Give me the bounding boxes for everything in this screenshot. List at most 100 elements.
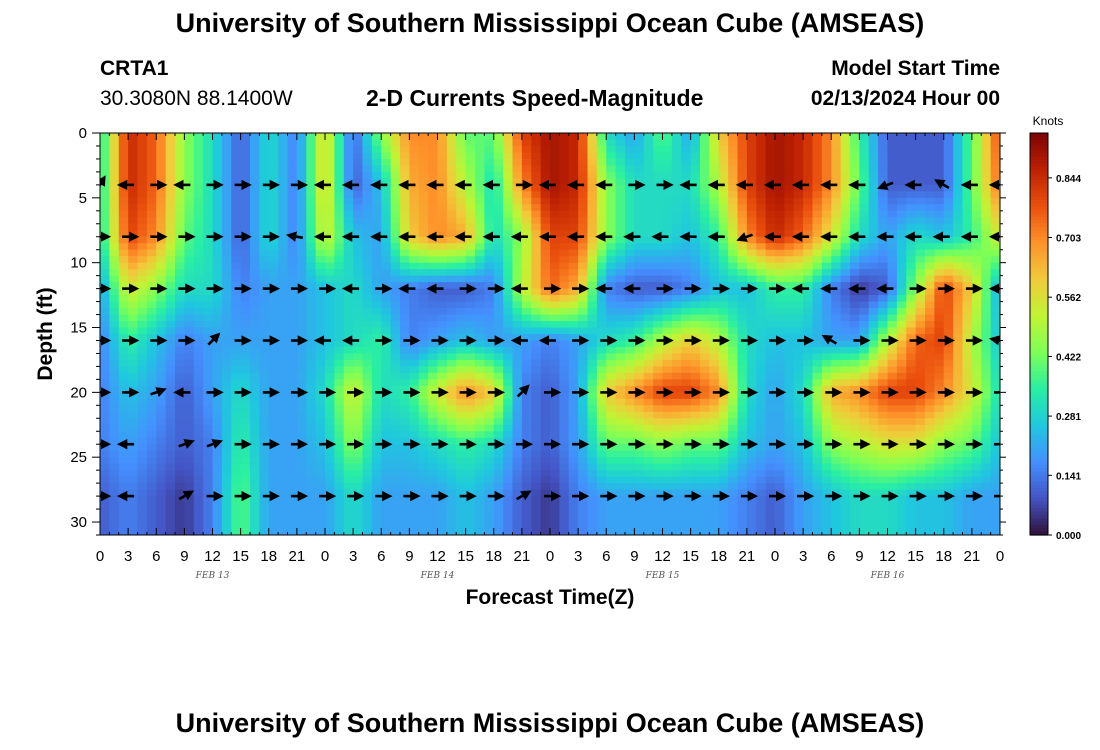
heat-cell bbox=[550, 398, 560, 406]
heat-cell bbox=[690, 275, 701, 283]
heat-cell bbox=[821, 437, 832, 445]
heat-cell bbox=[100, 308, 110, 316]
heat-cell bbox=[203, 288, 214, 296]
heat-cell bbox=[737, 314, 748, 322]
heat-cell bbox=[446, 463, 457, 471]
heat-cell bbox=[653, 327, 664, 335]
heat-cell bbox=[409, 314, 420, 322]
heat-cell bbox=[475, 210, 485, 218]
heat-cell bbox=[409, 301, 420, 309]
heat-cell bbox=[550, 217, 560, 225]
heat-cell bbox=[615, 418, 626, 426]
heat-cell bbox=[859, 346, 870, 355]
heat-cell bbox=[681, 366, 692, 374]
heat-cell bbox=[100, 145, 110, 154]
heat-cell bbox=[221, 405, 232, 413]
heat-cell bbox=[231, 327, 242, 335]
heat-cell bbox=[934, 275, 945, 283]
heat-cell bbox=[118, 217, 129, 225]
heat-cell bbox=[578, 191, 589, 199]
heat-cell bbox=[325, 314, 335, 322]
heat-cell bbox=[737, 392, 748, 400]
heat-cell bbox=[559, 204, 570, 212]
heat-cell bbox=[446, 217, 457, 225]
heat-cell bbox=[503, 184, 514, 192]
heat-cell bbox=[962, 262, 973, 270]
heat-cell bbox=[212, 457, 223, 465]
heat-cell bbox=[737, 158, 748, 167]
heat-cell bbox=[212, 269, 223, 277]
heat-cell bbox=[156, 359, 167, 368]
heat-cell bbox=[343, 301, 354, 309]
heat-cell bbox=[765, 411, 776, 419]
heat-cell bbox=[231, 210, 242, 218]
heat-cell bbox=[746, 418, 757, 426]
heat-cell bbox=[756, 139, 767, 147]
heat-cell bbox=[821, 366, 832, 374]
heat-cell bbox=[100, 275, 110, 283]
heat-cell bbox=[971, 295, 982, 303]
heat-cell bbox=[109, 204, 120, 212]
heat-cell bbox=[896, 152, 907, 160]
heat-cell bbox=[718, 178, 729, 186]
heat-cell bbox=[296, 411, 307, 419]
heat-cell bbox=[821, 463, 832, 471]
heat-cell bbox=[784, 295, 795, 303]
heat-cell bbox=[662, 301, 673, 309]
heat-cell bbox=[175, 275, 185, 283]
heat-cell bbox=[334, 282, 345, 290]
heat-cell bbox=[831, 152, 842, 160]
heat-cell bbox=[521, 450, 532, 458]
heat-cell bbox=[925, 256, 935, 264]
heat-cell bbox=[850, 275, 860, 283]
heat-cell bbox=[221, 145, 232, 154]
heat-cell bbox=[559, 340, 570, 348]
heat-cell bbox=[437, 145, 448, 154]
heat-cell bbox=[625, 145, 635, 154]
heat-cell bbox=[728, 171, 739, 179]
heat-cell bbox=[428, 269, 439, 277]
heat-cell bbox=[568, 139, 579, 147]
heat-cell bbox=[878, 340, 889, 348]
heat-cell bbox=[137, 178, 148, 186]
heat-cell bbox=[400, 301, 410, 309]
heat-cell bbox=[221, 282, 232, 290]
heat-cell bbox=[334, 398, 345, 406]
heat-cell bbox=[325, 152, 335, 160]
heat-cell bbox=[437, 217, 448, 225]
heat-cell bbox=[343, 385, 354, 393]
heat-cell bbox=[240, 210, 251, 218]
heat-cell bbox=[212, 353, 223, 361]
heat-cell bbox=[503, 379, 514, 387]
heat-cell bbox=[606, 366, 617, 374]
heat-cell bbox=[821, 152, 832, 160]
heat-cell bbox=[165, 327, 176, 335]
heat-cell bbox=[184, 152, 195, 160]
heat-cell bbox=[671, 437, 682, 445]
heat-cell bbox=[325, 418, 335, 426]
heat-cell bbox=[175, 457, 185, 465]
heat-cell bbox=[231, 321, 242, 329]
heat-cell bbox=[690, 366, 701, 374]
heat-cell bbox=[531, 405, 542, 413]
heat-cell bbox=[306, 314, 317, 322]
heat-cell bbox=[465, 463, 476, 471]
heat-cell bbox=[887, 295, 898, 303]
heat-cell bbox=[118, 256, 129, 264]
heat-cell bbox=[887, 327, 898, 335]
heat-cell bbox=[850, 139, 860, 147]
heat-cell bbox=[953, 191, 964, 199]
heat-cell bbox=[418, 359, 429, 368]
heat-cell bbox=[446, 379, 457, 387]
heat-cell bbox=[325, 230, 335, 238]
heat-cell bbox=[118, 392, 129, 400]
heat-cell bbox=[578, 405, 589, 413]
heat-cell bbox=[381, 457, 392, 465]
heat-cell bbox=[512, 217, 523, 225]
heat-cell bbox=[615, 184, 626, 192]
heat-cell bbox=[934, 158, 945, 167]
heat-cell bbox=[700, 158, 710, 167]
heat-cell bbox=[409, 418, 420, 426]
heat-cell bbox=[671, 398, 682, 406]
heat-cell bbox=[887, 191, 898, 199]
